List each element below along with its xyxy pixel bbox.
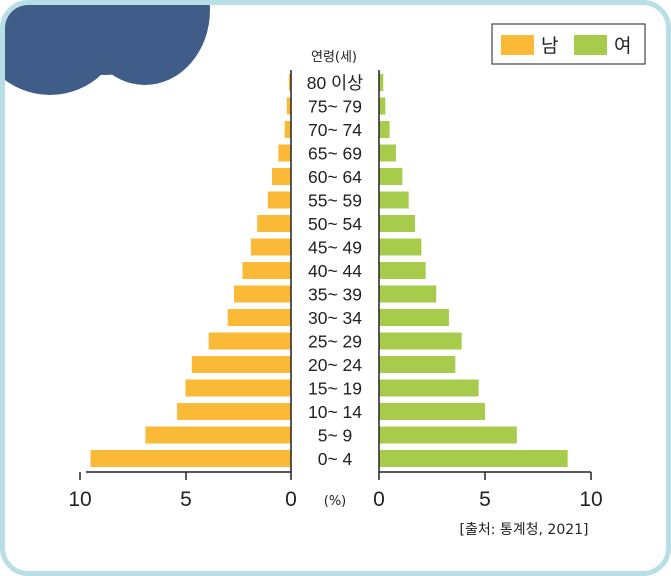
female-bar <box>379 97 386 115</box>
male-bar <box>177 403 291 420</box>
legend-label-male: 남 <box>541 35 558 57</box>
female-bar <box>379 403 485 420</box>
male-bar <box>288 74 291 91</box>
age-label: 5~ 9 <box>318 426 353 446</box>
legend: 남 여 <box>491 23 646 65</box>
x-tick-label: 0 <box>285 488 297 511</box>
male-bar <box>286 97 291 115</box>
female-bar <box>379 426 517 444</box>
female-bar <box>379 450 568 467</box>
age-label: 75~ 79 <box>308 97 362 117</box>
age-axis-header: 연령(세) <box>311 50 357 65</box>
x-tick-label: 5 <box>479 488 491 511</box>
male-bar <box>208 332 291 350</box>
age-label: 55~ 59 <box>308 191 362 211</box>
female-bar <box>379 74 384 91</box>
age-label: 10~ 14 <box>308 402 362 422</box>
unit-label: (%) <box>324 494 347 509</box>
female-bar <box>379 262 426 279</box>
female-bar <box>379 191 409 209</box>
male-bar <box>250 238 291 256</box>
age-label: 50~ 54 <box>308 214 362 234</box>
age-label: 20~ 24 <box>308 355 362 375</box>
male-bar <box>267 191 291 209</box>
age-label: 40~ 44 <box>308 261 362 281</box>
male-bars <box>90 74 291 467</box>
x-tick-label: 10 <box>68 488 91 511</box>
male-bar <box>191 356 291 373</box>
female-bar <box>379 309 449 326</box>
female-bar <box>379 379 479 397</box>
male-bar <box>284 121 291 138</box>
legend-swatch-male <box>501 35 534 55</box>
source-citation: [출처: 통계청, 2021] <box>459 522 588 538</box>
age-label: 15~ 19 <box>308 379 362 399</box>
legend-swatch-female <box>574 35 607 55</box>
male-bar <box>90 450 291 467</box>
male-bar <box>278 144 291 162</box>
x-ticks: 10 5 0 0 5 10 <box>68 472 603 511</box>
x-tick-label: 0 <box>373 488 385 511</box>
male-bar <box>272 168 291 185</box>
female-bar <box>379 332 462 350</box>
male-bar <box>227 309 291 326</box>
female-bar <box>379 144 396 162</box>
age-label: 35~ 39 <box>308 285 362 305</box>
female-bar <box>379 238 422 256</box>
female-bar <box>379 356 456 373</box>
female-bar <box>379 168 403 185</box>
x-tick-label: 10 <box>579 488 602 511</box>
age-label: 45~ 49 <box>308 238 362 258</box>
age-label: 25~ 29 <box>308 332 362 352</box>
male-bar <box>242 262 291 279</box>
age-label: 0~ 4 <box>318 449 353 469</box>
legend-label-female: 여 <box>614 35 631 57</box>
male-bar <box>257 215 291 232</box>
x-tick-label: 5 <box>180 488 192 511</box>
female-bar <box>379 121 390 138</box>
age-label: 60~ 64 <box>308 167 362 187</box>
age-label: 65~ 69 <box>308 144 362 164</box>
male-bar <box>145 426 291 444</box>
age-labels: 0~ 4 5~ 9 10~ 14 15~ 19 20~ 24 25~ 29 30~ 34 35… <box>307 73 364 469</box>
female-bar <box>379 215 416 232</box>
male-bar <box>185 379 291 397</box>
female-bar <box>379 285 437 303</box>
age-label: 30~ 34 <box>308 308 362 328</box>
female-bars <box>379 74 568 467</box>
male-bar <box>234 285 291 303</box>
age-label: 80 이상 <box>307 73 364 93</box>
age-label: 70~ 74 <box>308 120 362 140</box>
